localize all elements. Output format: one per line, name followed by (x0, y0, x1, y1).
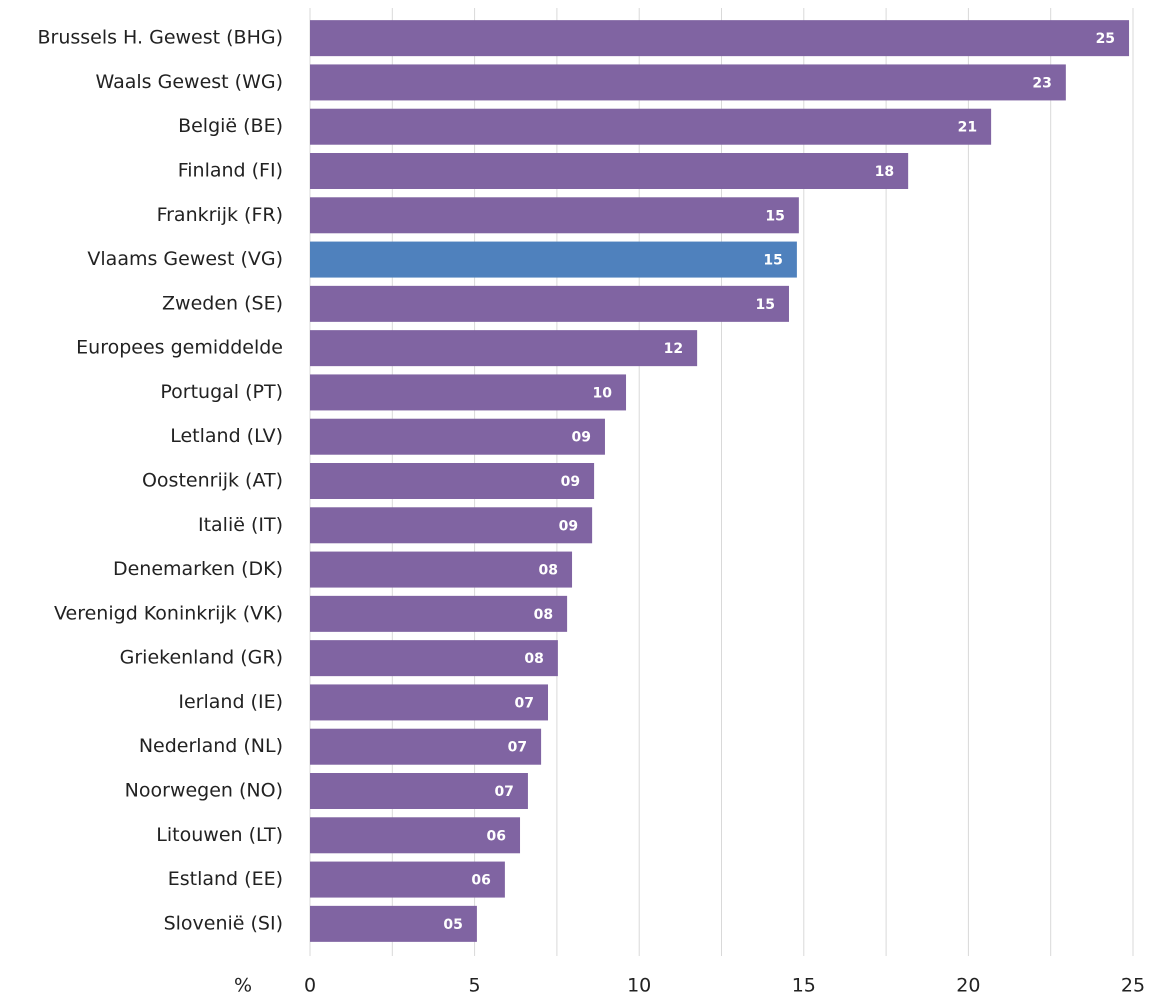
x-tick-label: 10 (627, 975, 651, 996)
x-tick-label: 15 (792, 975, 816, 996)
y-tick-label: Nederland (NL) (139, 735, 283, 757)
bar (310, 861, 505, 898)
x-tick-label: 25 (1121, 975, 1145, 996)
bar (310, 773, 528, 809)
bar (310, 20, 1130, 57)
y-tick-label: Vlaams Gewest (VG) (87, 248, 283, 270)
value-label: 07 (515, 695, 534, 711)
y-tick-label: Brussels H. Gewest (BHG) (37, 27, 283, 49)
value-label: 09 (571, 430, 590, 446)
value-label: 15 (765, 208, 784, 224)
x-tick-label: 5 (469, 975, 481, 996)
y-tick-label: Ierland (IE) (178, 691, 283, 713)
value-label: 10 (593, 385, 613, 401)
bar (310, 551, 573, 588)
bar (310, 728, 542, 765)
y-tick-label: Frankrijk (FR) (157, 204, 283, 226)
y-tick-label: Estland (EE) (168, 868, 283, 890)
bar (310, 330, 698, 367)
value-label: 09 (559, 518, 578, 534)
x-axis-label: % (234, 975, 252, 996)
bar (310, 108, 992, 145)
y-tick-label: Denemarken (DK) (113, 558, 283, 580)
y-tick-label: Verenigd Koninkrijk (VK) (54, 602, 283, 624)
value-label: 18 (875, 164, 894, 180)
bar (310, 374, 627, 411)
bar (310, 153, 909, 189)
y-tick-label: Europees gemiddelde (76, 337, 283, 359)
x-tick-label: 20 (956, 975, 980, 996)
y-tick-label: Waals Gewest (WG) (96, 71, 283, 93)
y-tick-label: Zweden (SE) (162, 292, 283, 314)
y-tick-label: Litouwen (LT) (156, 824, 283, 846)
value-label: 15 (763, 253, 782, 269)
bar (310, 285, 789, 322)
bar (310, 905, 477, 942)
bar (310, 241, 797, 278)
y-tick-label: Noorwegen (NO) (125, 780, 283, 802)
bar (310, 817, 521, 854)
value-label: 12 (664, 341, 683, 357)
value-label: 23 (1032, 75, 1051, 91)
value-label: 15 (756, 297, 775, 313)
y-tick-label: Griekenland (GR) (120, 647, 283, 669)
value-label: 08 (534, 607, 553, 623)
y-tick-label: Italië (IT) (198, 514, 283, 536)
bar (310, 197, 799, 234)
bar (310, 640, 558, 677)
value-label: 09 (561, 474, 580, 490)
bar (310, 595, 568, 632)
value-label: 06 (471, 873, 490, 889)
value-label: 06 (487, 828, 506, 844)
x-tick-label: 0 (304, 975, 316, 996)
y-tick-label: Letland (LV) (170, 425, 283, 447)
bar (310, 463, 595, 499)
bar (310, 418, 605, 455)
value-label: 07 (508, 740, 527, 756)
value-label: 21 (958, 120, 977, 136)
y-tick-label: Portugal (PT) (160, 381, 283, 403)
y-tick-label: Finland (FI) (178, 160, 283, 182)
value-label: 08 (539, 563, 558, 579)
y-tick-label: Oostenrijk (AT) (142, 470, 283, 492)
bar (310, 64, 1066, 101)
y-tick-label: Slovenië (SI) (164, 912, 283, 934)
y-tick-label: België (BE) (178, 115, 283, 137)
value-label: 05 (443, 917, 462, 933)
bar (310, 684, 549, 721)
value-label: 08 (524, 651, 543, 667)
value-label: 25 (1096, 31, 1115, 47)
bar (310, 507, 593, 544)
value-label: 07 (494, 784, 513, 800)
